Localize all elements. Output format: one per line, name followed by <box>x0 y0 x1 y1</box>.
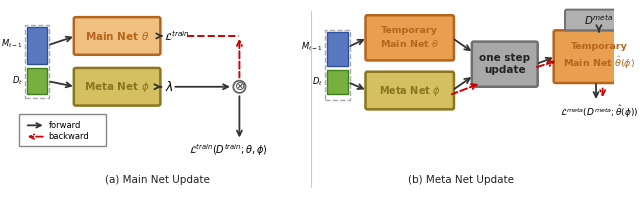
Text: $\otimes$: $\otimes$ <box>234 80 245 93</box>
Bar <box>325 30 349 100</box>
Bar <box>19 114 106 146</box>
FancyBboxPatch shape <box>365 72 454 109</box>
Text: $\mathcal{L}^{train}$: $\mathcal{L}^{train}$ <box>164 29 190 43</box>
FancyBboxPatch shape <box>74 68 161 106</box>
Text: Meta Net $\phi$: Meta Net $\phi$ <box>84 80 150 94</box>
FancyBboxPatch shape <box>554 30 640 83</box>
Text: $D_t$: $D_t$ <box>312 76 323 88</box>
Text: Temporary
Main Net $\theta$: Temporary Main Net $\theta$ <box>380 27 439 49</box>
Text: $D^{meta}$: $D^{meta}$ <box>584 13 613 27</box>
Bar <box>327 70 348 94</box>
FancyBboxPatch shape <box>565 10 633 30</box>
Text: $M_{t-1}$: $M_{t-1}$ <box>301 41 323 53</box>
Text: (a) Main Net Update: (a) Main Net Update <box>105 175 210 185</box>
Text: $\mathcal{L}^{meta}(D^{meta};\hat{\theta}(\phi))$: $\mathcal{L}^{meta}(D^{meta};\hat{\theta… <box>559 103 638 120</box>
Text: forward: forward <box>49 121 81 130</box>
Text: $M_{t-1}$: $M_{t-1}$ <box>1 37 23 50</box>
Text: $\lambda$: $\lambda$ <box>165 80 173 94</box>
Bar <box>327 32 348 66</box>
Text: Meta Net $\phi$: Meta Net $\phi$ <box>379 84 441 98</box>
Bar <box>27 27 47 64</box>
Text: one step
update: one step update <box>479 53 531 75</box>
FancyBboxPatch shape <box>74 17 161 55</box>
Text: $D_t$: $D_t$ <box>12 75 23 87</box>
FancyBboxPatch shape <box>472 42 538 87</box>
Text: backward: backward <box>49 132 89 141</box>
Text: (b) Meta Net Update: (b) Meta Net Update <box>408 175 515 185</box>
Text: Main Net $\theta$: Main Net $\theta$ <box>85 30 149 42</box>
Bar <box>25 25 49 98</box>
Text: $\mathcal{L}^{train}(D^{train};\theta,\phi)$: $\mathcal{L}^{train}(D^{train};\theta,\p… <box>189 142 268 158</box>
FancyBboxPatch shape <box>365 15 454 60</box>
Bar <box>27 68 47 94</box>
Text: Temporary
Main Net $\hat{\theta}(\phi)$: Temporary Main Net $\hat{\theta}(\phi)$ <box>563 42 635 71</box>
